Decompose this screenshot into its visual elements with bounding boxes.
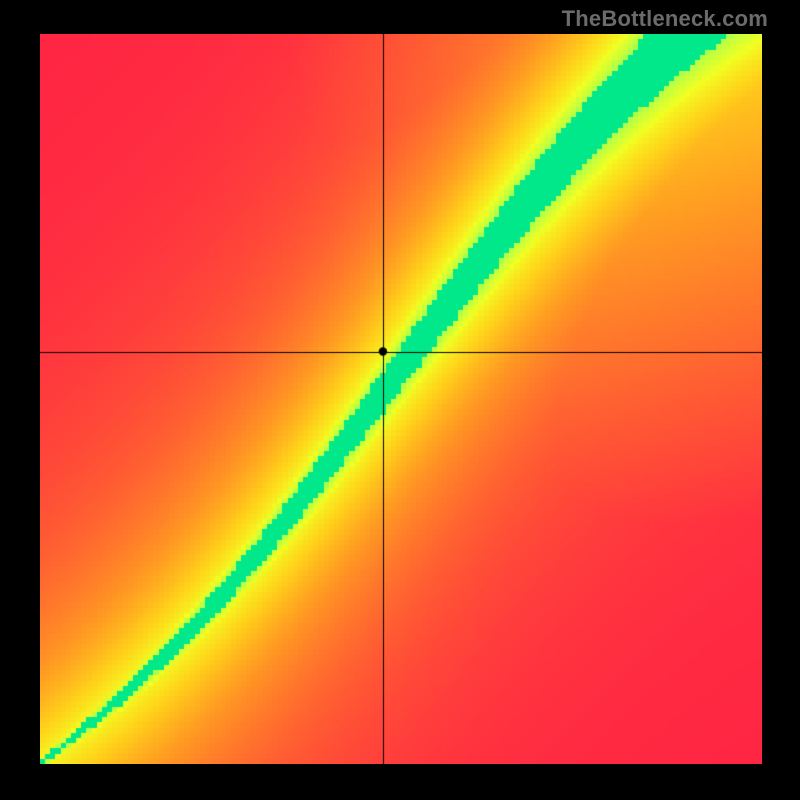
crosshair-overlay	[40, 34, 762, 764]
chart-container: TheBottleneck.com	[0, 0, 800, 800]
watermark-label: TheBottleneck.com	[562, 6, 768, 32]
